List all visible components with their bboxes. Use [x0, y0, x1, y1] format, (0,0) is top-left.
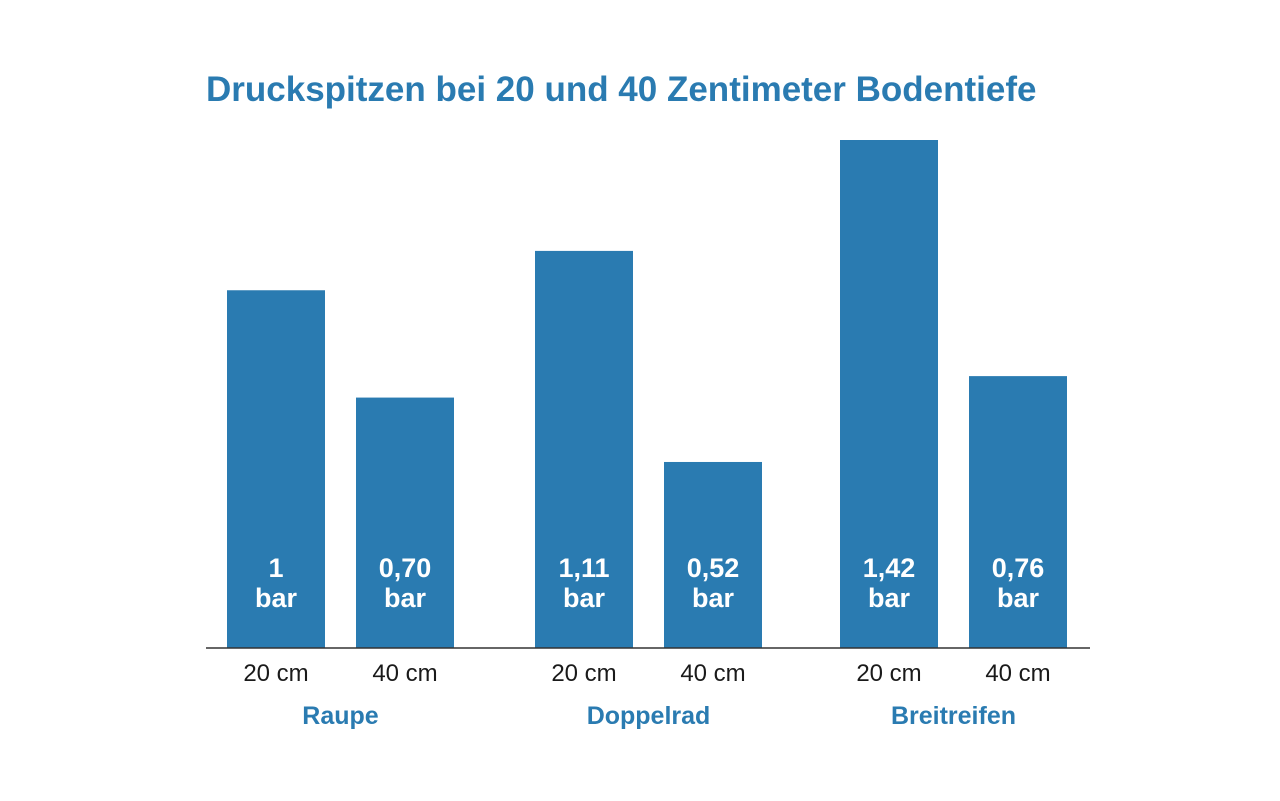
bar-doppelrad-20cm [535, 250, 633, 648]
bars-layer [227, 140, 1067, 648]
bar-breitreifen-20cm [840, 140, 938, 648]
group-label-doppelrad: Doppelrad [587, 702, 711, 730]
unit-label-raupe-40cm: bar [384, 583, 427, 613]
value-label-breitreifen-20cm: 1,42 [863, 553, 916, 583]
unit-label-breitreifen-40cm: bar [997, 583, 1040, 613]
tick-label-doppelrad-40cm: 40 cm [680, 660, 745, 687]
unit-label-doppelrad-20cm: bar [563, 583, 606, 613]
bar-raupe-20cm [227, 290, 325, 648]
unit-label-doppelrad-40cm: bar [692, 583, 735, 613]
bar-breitreifen-40cm [969, 376, 1067, 648]
value-label-raupe-20cm: 1 [268, 553, 283, 583]
group-label-breitreifen: Breitreifen [891, 702, 1016, 730]
unit-label-raupe-20cm: bar [255, 583, 298, 613]
bar-raupe-40cm [356, 397, 454, 648]
unit-label-breitreifen-20cm: bar [868, 583, 911, 613]
value-label-doppelrad-20cm: 1,11 [558, 553, 609, 583]
tick-label-raupe-20cm: 20 cm [243, 660, 308, 687]
tick-label-breitreifen-20cm: 20 cm [856, 660, 921, 687]
group-label-raupe: Raupe [302, 702, 379, 730]
bar-doppelrad-40cm [664, 461, 762, 648]
chart-title: Druckspitzen bei 20 und 40 Zentimeter Bo… [206, 70, 1037, 109]
value-label-breitreifen-40cm: 0,76 [992, 553, 1045, 583]
tick-label-breitreifen-40cm: 40 cm [985, 660, 1050, 687]
tick-label-doppelrad-20cm: 20 cm [551, 660, 616, 687]
value-label-raupe-40cm: 0,70 [379, 553, 432, 583]
value-label-doppelrad-40cm: 0,52 [687, 553, 740, 583]
tick-label-raupe-40cm: 40 cm [372, 660, 437, 687]
